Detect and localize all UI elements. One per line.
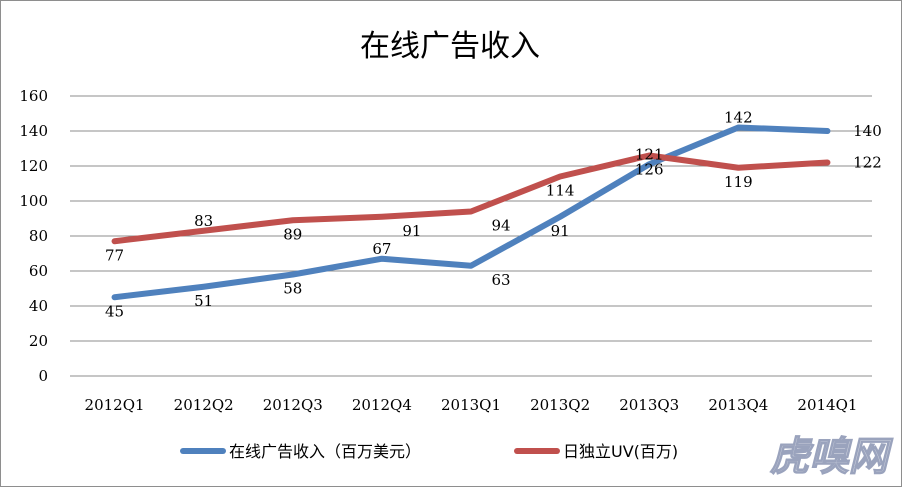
y-tick-label: 0 <box>38 367 48 385</box>
watermark-logo: 虎嗅网 <box>770 434 894 480</box>
data-label: 114 <box>546 182 575 200</box>
data-label: 51 <box>194 292 213 310</box>
data-label: 45 <box>105 302 124 320</box>
x-tick-label: 2012Q3 <box>263 396 323 414</box>
x-tick-label: 2014Q1 <box>797 396 857 414</box>
y-tick-label: 120 <box>19 157 48 175</box>
data-label: 121 <box>635 145 664 163</box>
x-tick-label: 2013Q2 <box>530 396 590 414</box>
legend: 在线广告收入（百万美元） 日独立UV(百万) <box>180 442 678 461</box>
data-label: 83 <box>194 212 213 230</box>
data-label: 91 <box>402 222 421 240</box>
x-tick-label: 2012Q1 <box>85 396 145 414</box>
legend-label: 在线广告收入（百万美元） <box>229 442 421 461</box>
x-tick-label: 2013Q1 <box>441 396 501 414</box>
data-label: 91 <box>551 222 570 240</box>
data-label: 122 <box>853 154 882 172</box>
series-line <box>111 124 831 301</box>
data-labels: 45 51 58 67 63 91 121 142 140 77 83 89 91 94 114 126 119… <box>105 109 882 321</box>
data-label: 67 <box>372 240 391 258</box>
y-tick-label: 140 <box>19 122 48 140</box>
x-tick-label: 2013Q4 <box>708 396 768 414</box>
data-label: 77 <box>105 246 124 264</box>
series-line <box>111 152 831 245</box>
data-label: 89 <box>283 225 302 243</box>
data-label: 58 <box>283 280 302 298</box>
x-tick-label: 2013Q3 <box>619 396 679 414</box>
y-tick-label: 60 <box>29 262 48 280</box>
y-axis: 0 20 40 60 80 100 120 140 160 <box>19 87 48 385</box>
series-lines <box>111 124 831 301</box>
chart-title: 在线广告收入 <box>360 29 540 64</box>
gridlines <box>70 95 872 377</box>
data-label: 63 <box>491 271 510 289</box>
y-tick-label: 100 <box>19 192 48 210</box>
legend-label: 日独立UV(百万) <box>563 442 678 461</box>
x-tick-label: 2012Q2 <box>174 396 234 414</box>
y-tick-label: 160 <box>19 87 48 105</box>
data-label: 140 <box>853 122 882 140</box>
y-tick-label: 20 <box>29 332 48 350</box>
data-label: 126 <box>635 161 664 179</box>
x-axis: 2012Q1 2012Q2 2012Q3 2012Q4 2013Q1 2013Q2 2013… <box>85 396 858 414</box>
data-label: 94 <box>491 217 510 235</box>
y-tick-label: 80 <box>29 227 48 245</box>
y-tick-label: 40 <box>29 297 48 315</box>
x-tick-label: 2012Q4 <box>352 396 412 414</box>
data-label: 119 <box>724 173 753 191</box>
data-label: 142 <box>724 109 753 127</box>
